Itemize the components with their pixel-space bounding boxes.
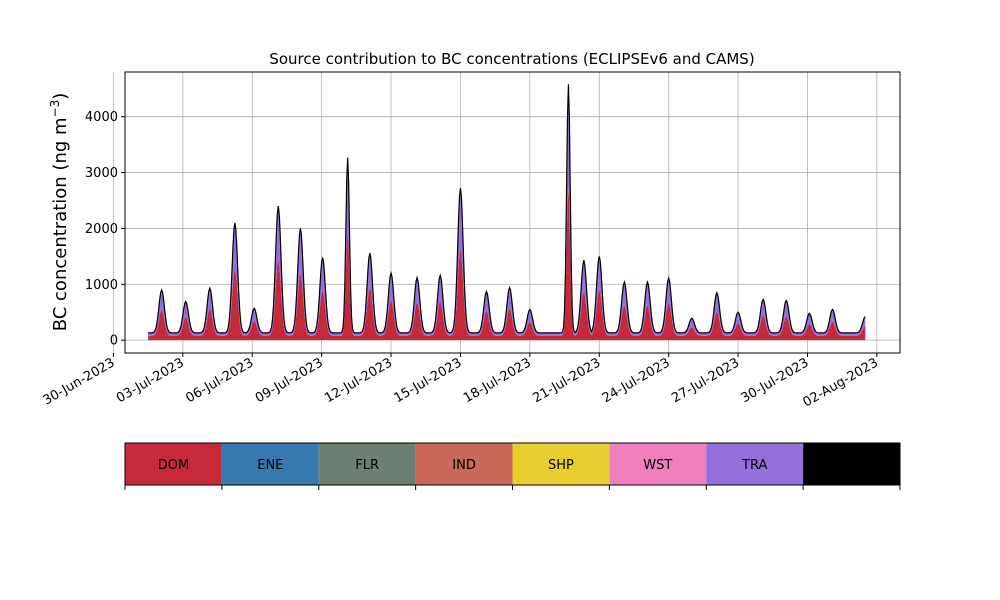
plot-frame [124, 71, 901, 354]
x-tick-label: 09-Jul-2023 [253, 355, 326, 406]
chart-title: Source contribution to BC concentrations… [269, 50, 754, 68]
y-axis-label-close: ) [50, 93, 71, 100]
legend-label-bb: BB [843, 458, 861, 473]
y-tick-label: 1000 [85, 278, 118, 293]
legend-swatch-ind [415, 443, 513, 485]
stacked-areas [148, 84, 866, 341]
y-tick-label: 4000 [85, 110, 118, 125]
legend-label-wst: WST [643, 458, 672, 473]
x-tick-label: 12-Jul-2023 [322, 355, 395, 406]
x-tick-label: 21-Jul-2023 [530, 355, 603, 406]
legend-swatch-ene [221, 443, 319, 485]
x-tick-label: 03-Jul-2023 [114, 355, 187, 406]
legend-swatch-shp [512, 443, 610, 485]
legend-swatch-flr [318, 443, 416, 485]
total-line [148, 84, 866, 334]
y-axis-label: BC concentration (ng m−3) [48, 93, 71, 332]
area-tra [148, 89, 866, 336]
legend-swatch-tra [706, 443, 804, 485]
legend-label-tra: TRA [741, 458, 767, 473]
x-tick-label: 02-Aug-2023 [801, 355, 881, 410]
y-axis: 0 1000 2000 3000 4000 [85, 110, 125, 349]
y-tick-label: 2000 [85, 222, 118, 237]
x-axis: 30-Jun-202303-Jul-202306-Jul-202309-Jul-… [41, 353, 881, 411]
y-axis-label-main: BC concentration (ng m [50, 117, 71, 331]
legend-label-ene: ENE [257, 458, 283, 473]
y-tick-label: 3000 [85, 166, 118, 181]
legend-label-ind: IND [452, 458, 476, 473]
legend-label-shp: SHP [548, 458, 574, 473]
legend-label-flr: FLR [355, 458, 379, 473]
legend-swatch-bb [803, 443, 900, 485]
y-tick-label: 0 [110, 334, 118, 349]
x-tick-label: 30-Jun-2023 [41, 355, 118, 408]
y-axis-label-unit-exponent: −3 [48, 100, 62, 118]
area-bb [148, 84, 866, 334]
legend-label-dom: DOM [158, 458, 189, 473]
x-tick-label: 27-Jul-2023 [669, 355, 742, 406]
legend: DOM ENE FLR IND SHP WST TRA BB [124, 442, 901, 490]
x-tick-label: 15-Jul-2023 [392, 355, 465, 406]
x-tick-label: 18-Jul-2023 [461, 355, 534, 406]
x-tick-label: 24-Jul-2023 [600, 355, 673, 406]
legend-swatch-wst [609, 443, 707, 485]
x-tick-label: 06-Jul-2023 [183, 355, 256, 406]
grid [113, 72, 900, 353]
legend-swatch-dom [125, 443, 222, 485]
